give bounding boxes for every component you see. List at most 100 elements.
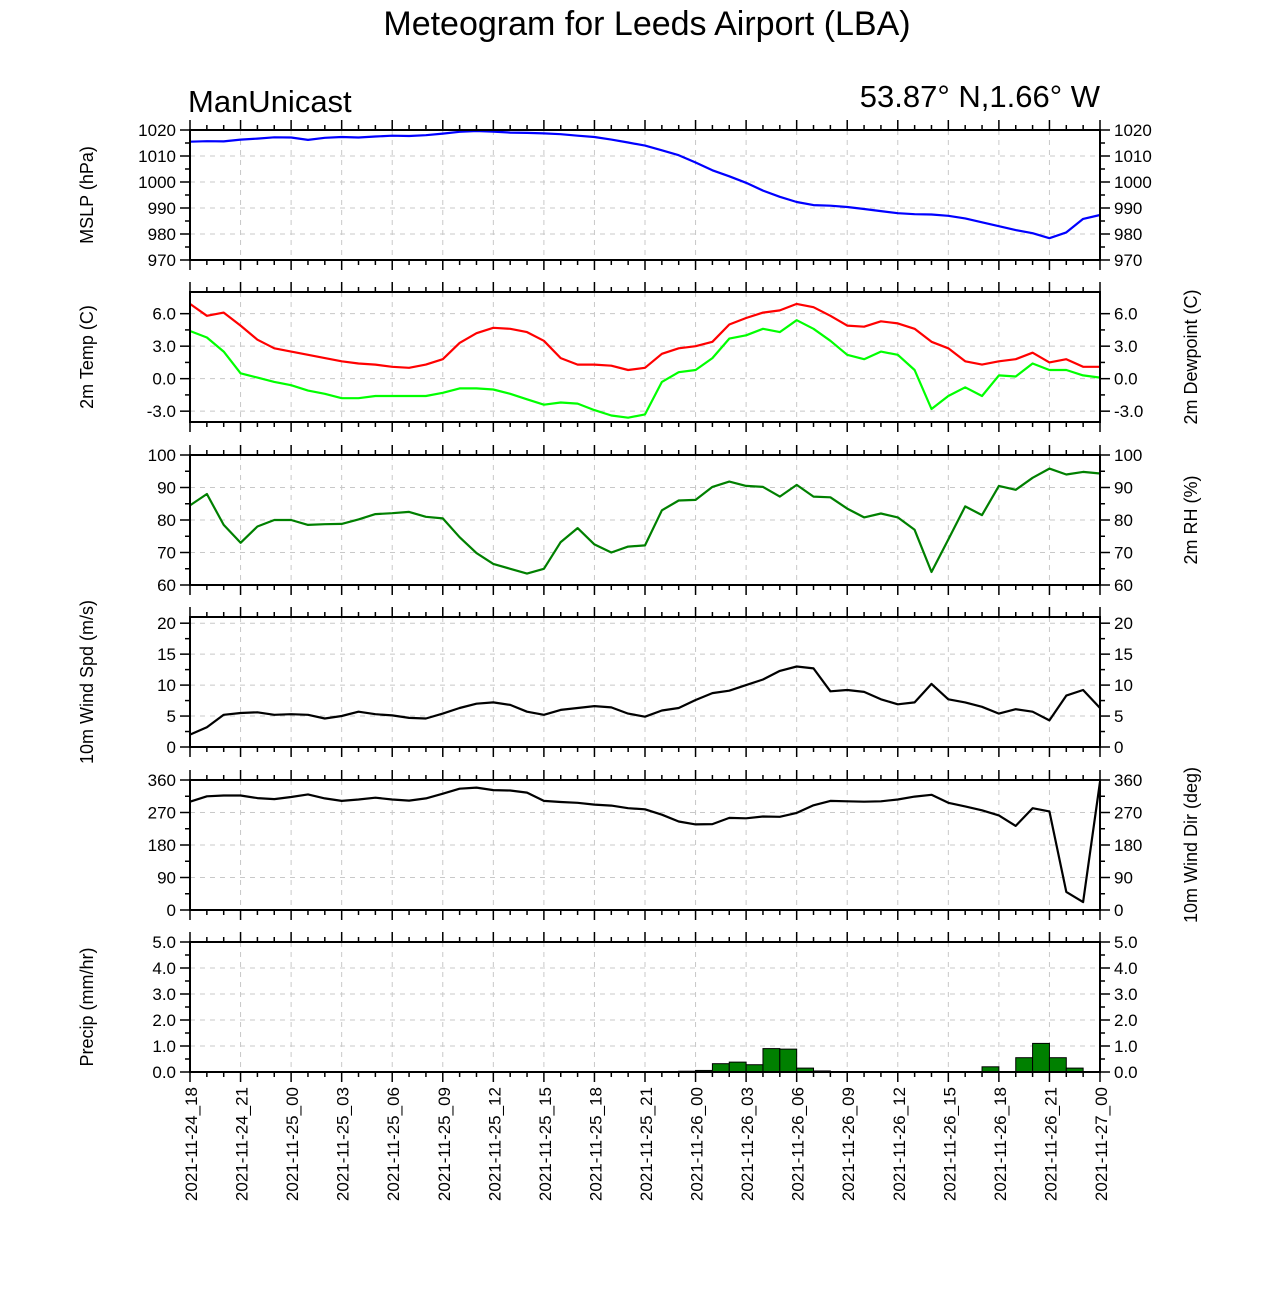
x-tick-label: 2021-11-26_12 — [890, 1087, 909, 1201]
y-tick-label-right: 5 — [1114, 707, 1123, 726]
y-tick-label: 970 — [148, 251, 176, 270]
panel-frame — [189, 941, 1101, 1073]
y-tick-label: 90 — [157, 479, 176, 498]
x-tick-label: 2021-11-25_18 — [586, 1087, 605, 1201]
precip-bar — [745, 1064, 764, 1073]
panel-frame — [189, 454, 1101, 586]
x-tick-label: 2021-11-25_21 — [637, 1087, 656, 1201]
y-tick-label-right: 6.0 — [1114, 305, 1138, 324]
y-tick-label-right: 4.0 — [1114, 959, 1138, 978]
precip-bar — [1048, 1057, 1067, 1073]
precip-bar — [779, 1048, 798, 1073]
x-tick-label: 2021-11-27_00 — [1092, 1087, 1111, 1201]
time-axis: 2021-11-24_18 2021-11-24_21 2021-11-25_00 2… — [182, 1087, 1111, 1201]
y-tick-label: 90 — [157, 869, 176, 888]
y-tick-label: 1.0 — [152, 1037, 176, 1056]
x-tick-label: 2021-11-26_15 — [940, 1087, 959, 1201]
panel-3: 60 60 70 70 80 80 90 90 100 100 2m RH (%) — [148, 445, 1201, 595]
y-tick-label-right: 90 — [1114, 479, 1133, 498]
y-tick-label: 70 — [157, 544, 176, 563]
panel-frame — [189, 291, 1101, 423]
x-tick-label: 2021-11-25_03 — [334, 1087, 353, 1201]
x-tick-label: 2021-11-26_21 — [1041, 1087, 1060, 1201]
y-tick-label: 0 — [167, 901, 176, 920]
y-tick-label-right: 5.0 — [1114, 933, 1138, 952]
y-tick-label: 0.0 — [152, 370, 176, 389]
y-tick-label: 3.0 — [152, 985, 176, 1004]
x-tick-label: 2021-11-25_12 — [485, 1087, 504, 1201]
panel-4: 0 0 5 5 10 10 15 15 20 20 10m Wind Spd (m/s) — [77, 600, 1133, 764]
y-tick-label: 5.0 — [152, 933, 176, 952]
y-tick-label: 0 — [167, 738, 176, 757]
y-axis-label-2m-rh: 2m RH (%) — [1181, 476, 1201, 565]
panel-frame — [189, 616, 1101, 748]
y-tick-label: 5 — [167, 707, 176, 726]
y-tick-label-right: 980 — [1114, 225, 1142, 244]
y-tick-label-right: 70 — [1114, 544, 1133, 563]
y-tick-label-right: 0 — [1114, 901, 1123, 920]
x-tick-label: 2021-11-26_03 — [738, 1087, 757, 1201]
y-tick-label-right: 1000 — [1114, 173, 1152, 192]
series-line-mslp — [189, 129, 1101, 240]
y-tick-label: 2.0 — [152, 1011, 176, 1030]
y-tick-label-right: 0.0 — [1114, 1063, 1138, 1082]
y-tick-label: 990 — [148, 199, 176, 218]
x-tick-label: 2021-11-25_00 — [283, 1087, 302, 1201]
y-tick-label-right: 3.0 — [1114, 337, 1138, 356]
y-tick-label: 15 — [157, 645, 176, 664]
y-tick-label: 4.0 — [152, 959, 176, 978]
y-tick-label-right: 2.0 — [1114, 1011, 1138, 1030]
y-tick-label-right: 60 — [1114, 576, 1133, 595]
y-tick-label-right: 0 — [1114, 738, 1123, 757]
y-tick-label-right: 1.0 — [1114, 1037, 1138, 1056]
y-tick-label-right: 80 — [1114, 511, 1133, 530]
x-tick-label: 2021-11-24_18 — [182, 1087, 201, 1201]
y-tick-label: 60 — [157, 576, 176, 595]
x-tick-label: 2021-11-26_06 — [789, 1087, 808, 1201]
y-tick-label-right: 970 — [1114, 251, 1142, 270]
y-tick-label-right: 20 — [1114, 614, 1133, 633]
panel-frame — [189, 779, 1101, 911]
x-tick-label: 2021-11-25_09 — [435, 1087, 454, 1201]
series-line-rh — [189, 467, 1101, 575]
y-tick-label-right: 10 — [1114, 676, 1133, 695]
y-tick-label: 180 — [148, 836, 176, 855]
y-tick-label: 1020 — [138, 121, 176, 140]
y-tick-label-right: -3.0 — [1114, 402, 1143, 421]
y-axis-label-2m-dewpoint-c: 2m Dewpoint (C) — [1181, 289, 1201, 424]
y-tick-label-right: 270 — [1114, 804, 1142, 823]
series-line-wind-speed — [189, 665, 1101, 736]
y-tick-label-right: 100 — [1114, 446, 1142, 465]
y-axis-label-mslp-hpa: MSLP (hPa) — [77, 146, 97, 244]
precip-bar — [728, 1061, 747, 1073]
series-line-temp — [189, 302, 1100, 372]
location-coordinates-label: 53.87° N,1.66° W — [860, 79, 1101, 114]
precip-bar — [1032, 1042, 1050, 1073]
y-tick-label-right: 1020 — [1114, 121, 1152, 140]
y-tick-label: 80 — [157, 511, 176, 530]
y-tick-label: 0.0 — [152, 1063, 176, 1082]
y-tick-label: 980 — [148, 225, 176, 244]
y-tick-label-right: 3.0 — [1114, 985, 1138, 1004]
panel-1: 970 970 980 980 990 990 1000 1000 1010 1010 1020 10… — [77, 120, 1152, 270]
x-tick-label: 2021-11-26_18 — [991, 1087, 1010, 1201]
panel-6: 0.0 0.0 1.0 1.0 2.0 2.0 3.0 3.0 4.0 4.0 5.0 5.0 Prec… — [77, 932, 1138, 1082]
x-tick-label: 2021-11-26_09 — [839, 1087, 858, 1201]
panel-2: -3.0 -3.0 0.0 0.0 3.0 3.0 6.0 6.0 2m Temp (C) 2m … — [77, 282, 1201, 432]
panel-5: 0 0 90 90 180 180 270 270 360 360 10m Wind Dir (de… — [148, 767, 1201, 923]
y-axis-label-10m-wind-spd-m-s: 10m Wind Spd (m/s) — [77, 600, 97, 764]
y-tick-label-right: 360 — [1114, 771, 1142, 790]
y-tick-label-right: 1010 — [1114, 147, 1152, 166]
y-tick-label: 3.0 — [152, 337, 176, 356]
series-line-dewpoint — [189, 319, 1101, 419]
y-tick-label-right: 15 — [1114, 645, 1133, 664]
y-tick-label: 1010 — [138, 147, 176, 166]
y-tick-label: -3.0 — [147, 402, 176, 421]
y-tick-label-right: 990 — [1114, 199, 1142, 218]
precip-bar — [762, 1048, 781, 1073]
x-tick-label: 2021-11-26_00 — [688, 1087, 707, 1201]
chart-title: Meteogram for Leeds Airport (LBA) — [383, 5, 910, 43]
y-tick-label: 6.0 — [152, 305, 176, 324]
